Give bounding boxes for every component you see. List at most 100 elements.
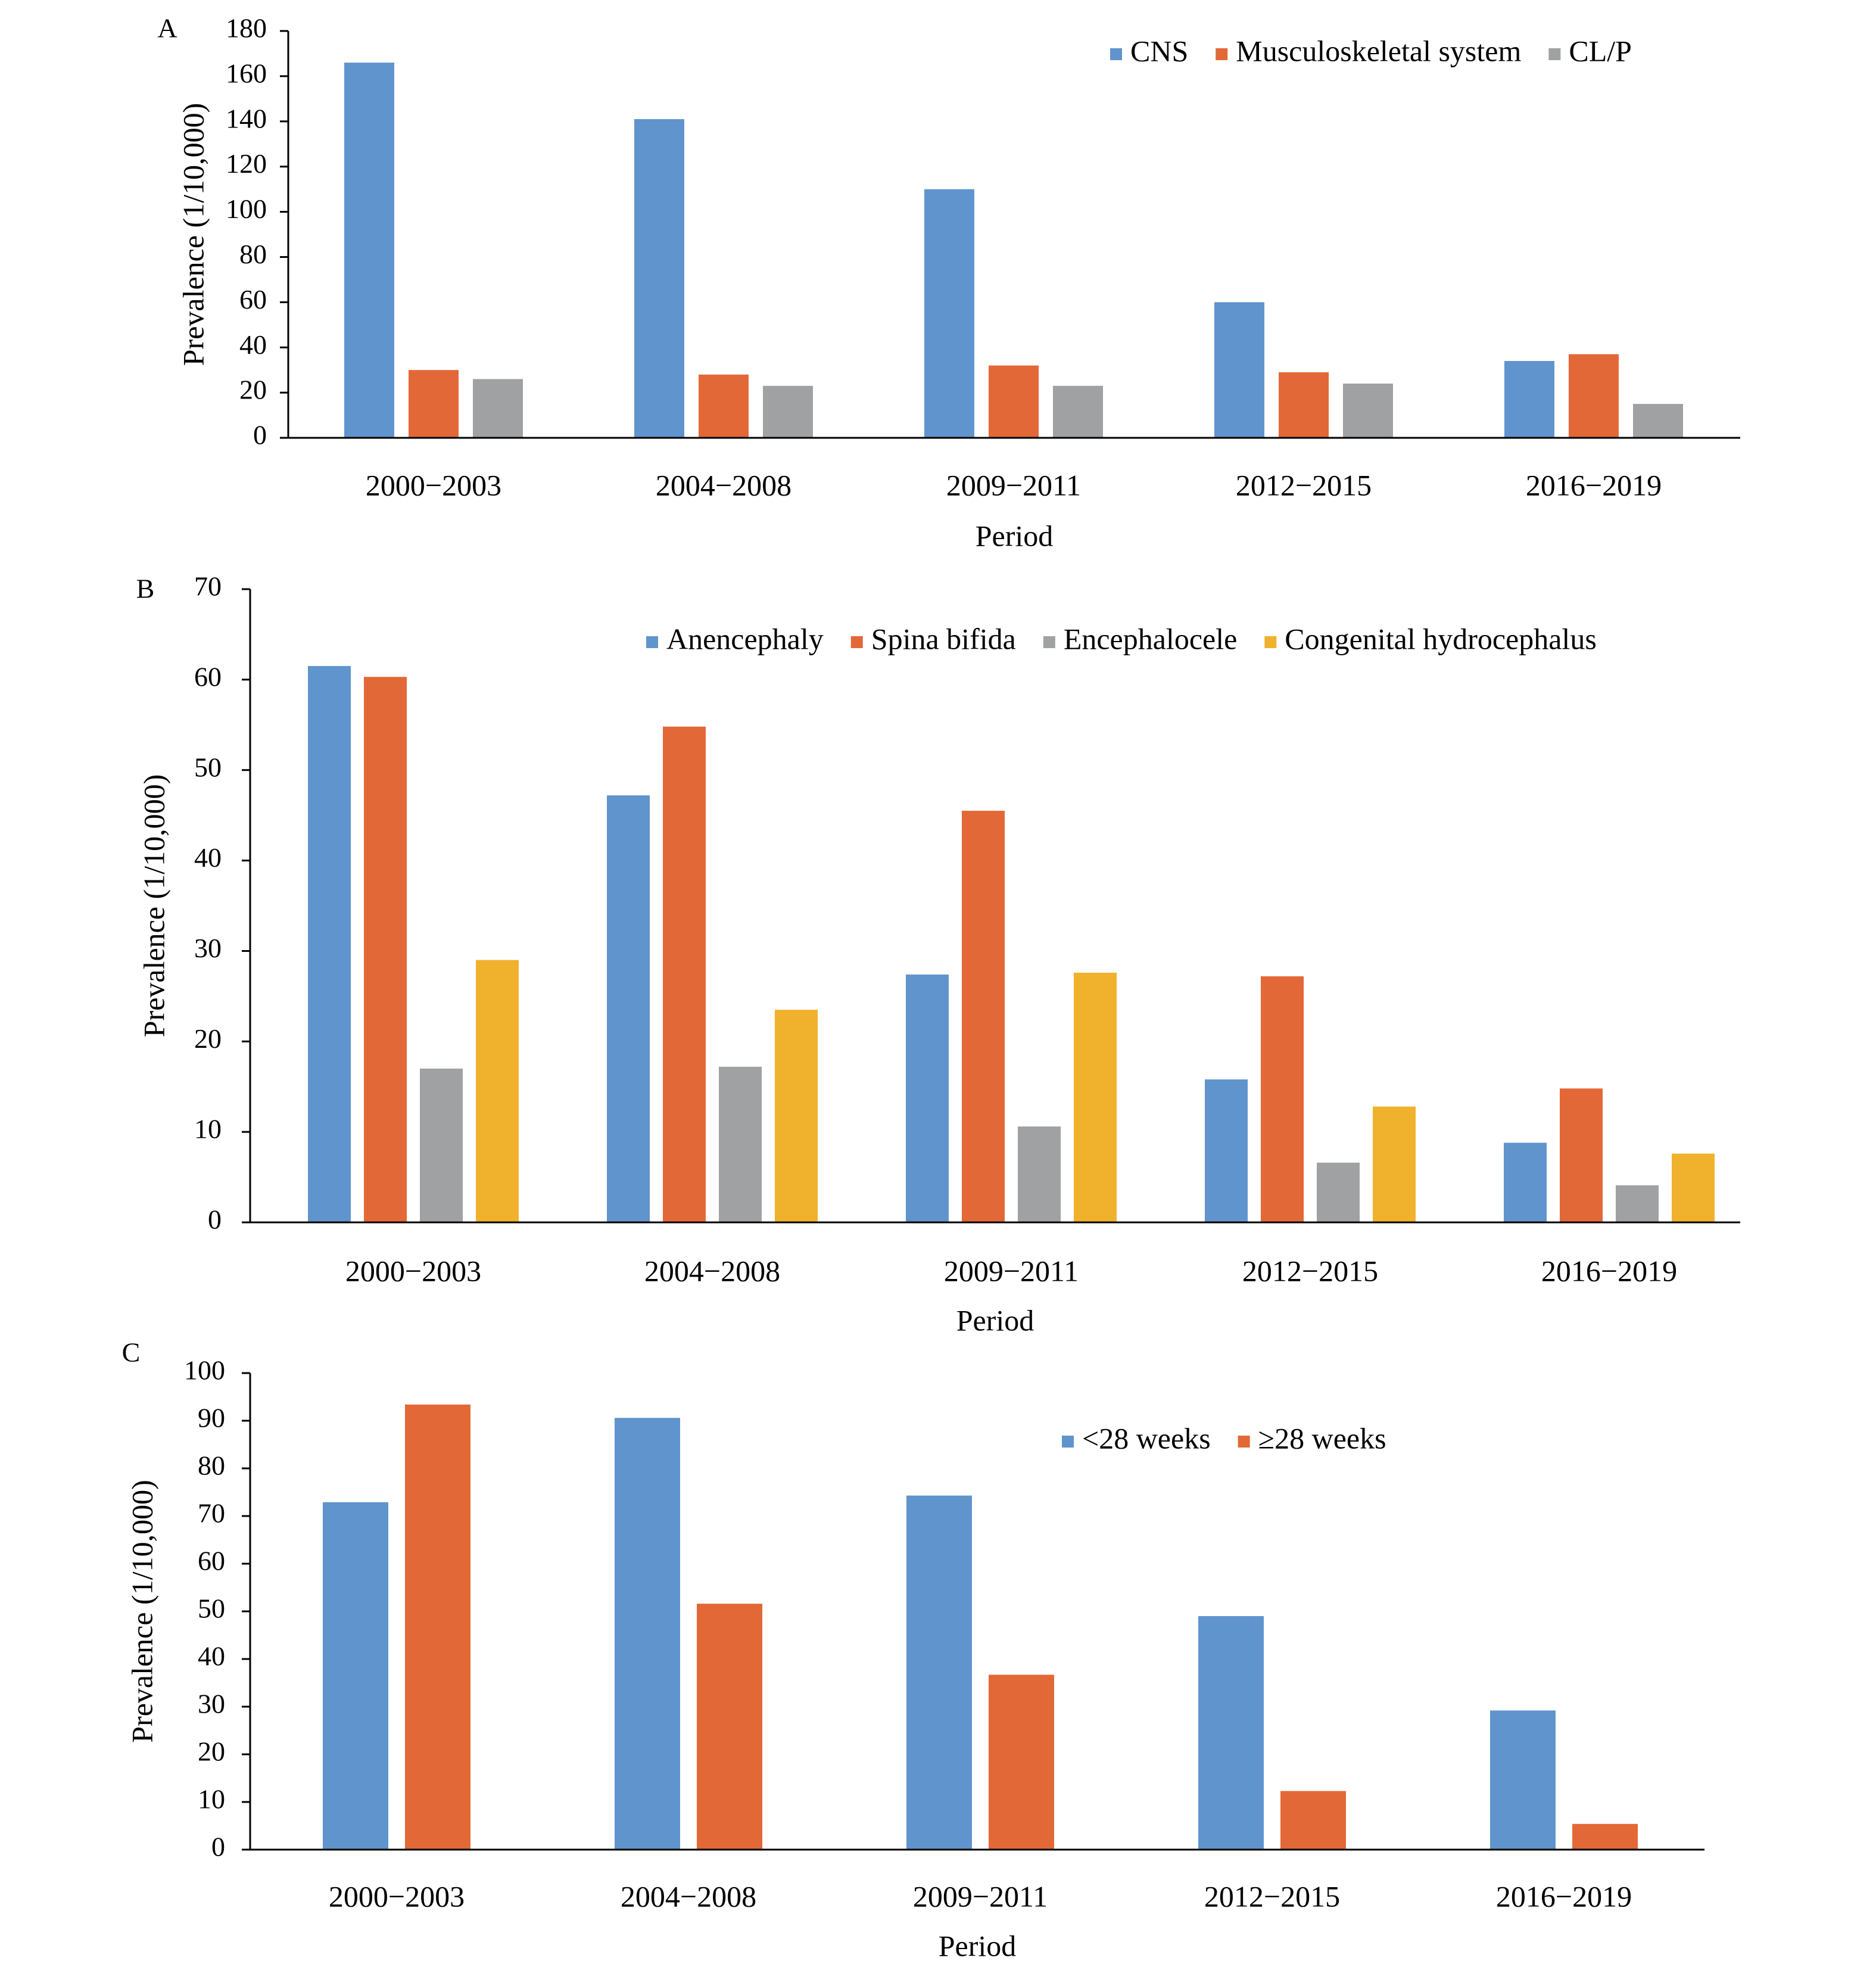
panel-c-legend-label-28-weeks: ≥28 weeks — [1258, 1421, 1386, 1455]
panel-a-bar-cns-3 — [924, 189, 974, 438]
panel-b-bar-encephalocele-3 — [1018, 1126, 1061, 1222]
panel-a-y-tick-label-80: 80 — [239, 239, 267, 269]
panel-c-y-tick-label-20: 20 — [198, 1736, 225, 1767]
panel-a-bar-cns-2 — [634, 119, 684, 438]
panel-b-y-tick-label-0: 0 — [208, 1204, 222, 1235]
panel-a-bar-musculoskeletal-system-3 — [989, 365, 1039, 438]
panel-c-bar-28-weeks-2 — [697, 1604, 762, 1850]
panel-b-bar-spina-bifida-3 — [962, 811, 1005, 1222]
panel-a-y-tick-label-20: 20 — [239, 375, 267, 405]
panel-b-bar-congenital-hydrocephalus-5 — [1672, 1153, 1715, 1222]
panel-a-y-tick-label-180: 180 — [226, 13, 267, 43]
panel-b-y-tick-label-30: 30 — [194, 933, 222, 963]
panel-c-y-tick-label-10: 10 — [198, 1784, 225, 1814]
panel-a-category-label-3: 2009−2011 — [946, 468, 1081, 502]
panel-c-y-tick-label-40: 40 — [198, 1641, 225, 1672]
panel-b-category-label-3: 2009−2011 — [944, 1254, 1079, 1287]
panel-c-bar-28-weeks-3 — [989, 1674, 1054, 1850]
panel-b-bar-anencephaly-5 — [1504, 1143, 1547, 1222]
panel-c-bar-28-weeks-4 — [1280, 1791, 1346, 1850]
panel-b-legend-label-spina-bifida: Spina bifida — [871, 622, 1016, 655]
panel-b-category-label-4: 2012−2015 — [1242, 1254, 1378, 1287]
panel-b-legend-swatch-encephalocele — [1043, 636, 1055, 648]
panel-b-bar-encephalocele-2 — [719, 1066, 762, 1222]
panel-c-bar-28-weeks-5 — [1490, 1710, 1556, 1850]
panel-a-category-label-5: 2016−2019 — [1526, 468, 1662, 502]
panel-a-legend: CNS Musculoskeletal system CL/P — [1110, 34, 1632, 67]
panel-a-y-tick-label-60: 60 — [239, 284, 267, 315]
panel-b-legend-label-congenital-hydrocephalus: Congenital hydrocephalus — [1285, 622, 1597, 655]
panel-a-y-tick-label-120: 120 — [226, 148, 267, 179]
panel-b-bar-congenital-hydrocephalus-1 — [476, 960, 519, 1222]
panel-c-bar-28-weeks-1 — [405, 1404, 470, 1850]
panel-c-legend-swatch-28-weeks — [1238, 1436, 1250, 1448]
panel-a-legend-swatch-cns — [1110, 48, 1122, 60]
panel-c-y-tick-label-80: 80 — [198, 1451, 225, 1481]
panel-b-bar-anencephaly-1 — [308, 666, 351, 1222]
panel-c-category-label-5: 2016−2019 — [1496, 1879, 1632, 1913]
panel-b-category-label-2: 2004−2008 — [644, 1254, 780, 1287]
panel-b-y-tick-label-40: 40 — [194, 842, 222, 873]
panel-b-legend-label-anencephaly: Anencephaly — [666, 622, 824, 655]
panel-c-bar-28-weeks-2 — [615, 1418, 680, 1850]
panel-a-y-tick-label-40: 40 — [239, 329, 267, 360]
panel-b-legend-label-encephalocele: Encephalocele — [1064, 622, 1237, 655]
panel-b-bar-congenital-hydrocephalus-4 — [1373, 1106, 1416, 1222]
panel-b-category-label-5: 2016−2019 — [1541, 1254, 1677, 1287]
panel-b-y-tick-label-50: 50 — [194, 752, 222, 782]
panel-b-y-tick-label-60: 60 — [194, 661, 222, 692]
panel-c-legend-label-28-weeks: <28 weeks — [1082, 1421, 1211, 1455]
panel-b-y-axis-title: Prevalence (1/10,000) — [137, 774, 170, 1038]
panel-c-bar-28-weeks-1 — [323, 1502, 388, 1850]
panel-c-y-tick-label-70: 70 — [198, 1498, 225, 1529]
panel-a-y-tick-label-0: 0 — [253, 420, 267, 450]
panel-c-y-tick-label-30: 30 — [198, 1689, 225, 1719]
panel-c-y-tick-label-0: 0 — [211, 1832, 225, 1862]
panel-b-y-tick-label-70: 70 — [194, 571, 222, 602]
panel-b-bar-spina-bifida-4 — [1261, 976, 1304, 1222]
panel-c-y-tick-label-60: 60 — [198, 1546, 225, 1576]
panel-a-y-tick-label-100: 100 — [226, 194, 267, 224]
panel-a-category-label-1: 2000−2003 — [366, 468, 501, 502]
panel-c-category-label-4: 2012−2015 — [1204, 1879, 1340, 1913]
panel-c-y-tick-label-50: 50 — [198, 1593, 225, 1624]
panel-b-bar-spina-bifida-2 — [663, 726, 706, 1222]
panel-b-bar-anencephaly-3 — [906, 974, 949, 1222]
panel-a-category-label-2: 2004−2008 — [656, 468, 791, 502]
panel-b-bar-encephalocele-5 — [1616, 1185, 1659, 1222]
panel-c-category-label-3: 2009−2011 — [913, 1879, 1048, 1913]
panel-a-bar-musculoskeletal-system-2 — [699, 374, 749, 438]
panel-c-bar-28-weeks-5 — [1572, 1823, 1638, 1850]
panel-b-legend-swatch-anencephaly — [646, 636, 658, 648]
panel-a-bar-cns-5 — [1504, 360, 1554, 438]
panel-a-legend-label-musculoskeletal-system: Musculoskeletal system — [1236, 34, 1521, 67]
panel-a-bar-cl-p-5 — [1633, 404, 1683, 438]
panel-b-x-axis-title: Period — [956, 1303, 1034, 1337]
panel-b-legend-swatch-spina-bifida — [850, 636, 863, 648]
panel-b-bar-anencephaly-2 — [607, 795, 650, 1222]
panel-a-bar-cl-p-1 — [473, 379, 523, 438]
panel-b-category-label-1: 2000−2003 — [345, 1254, 481, 1287]
panel-a-bar-cns-4 — [1214, 302, 1264, 438]
panel-a-y-axis-title: Prevalence (1/10,000) — [176, 103, 210, 366]
panel-a-bar-cl-p-4 — [1343, 383, 1393, 438]
panel-b-legend: Anencephaly Spina bifida Encephalocele Cong… — [646, 622, 1597, 655]
panel-c-letter: C — [122, 1337, 141, 1368]
panel-c-y-axis-title: Prevalence (1/10,000) — [125, 1480, 158, 1743]
panel-a-y-tick-label-140: 140 — [226, 103, 267, 133]
panel-c-category-label-1: 2000−2003 — [329, 1879, 465, 1913]
panel-a-bar-musculoskeletal-system-1 — [409, 370, 459, 438]
panel-b-bar-spina-bifida-5 — [1560, 1088, 1603, 1222]
panel-b-legend-swatch-congenital-hydrocephalus — [1264, 636, 1277, 648]
panel-a-letter: A — [157, 13, 177, 43]
panel-a-bar-musculoskeletal-system-4 — [1279, 372, 1329, 438]
panel-b-bar-congenital-hydrocephalus-3 — [1074, 972, 1117, 1222]
panel-a-legend-swatch-cl-p — [1548, 48, 1561, 60]
panel-a-legend-label-cl-p: CL/P — [1569, 34, 1632, 67]
panel-a-bar-cns-1 — [344, 63, 394, 438]
panel-c-y-tick-label-90: 90 — [198, 1403, 225, 1433]
